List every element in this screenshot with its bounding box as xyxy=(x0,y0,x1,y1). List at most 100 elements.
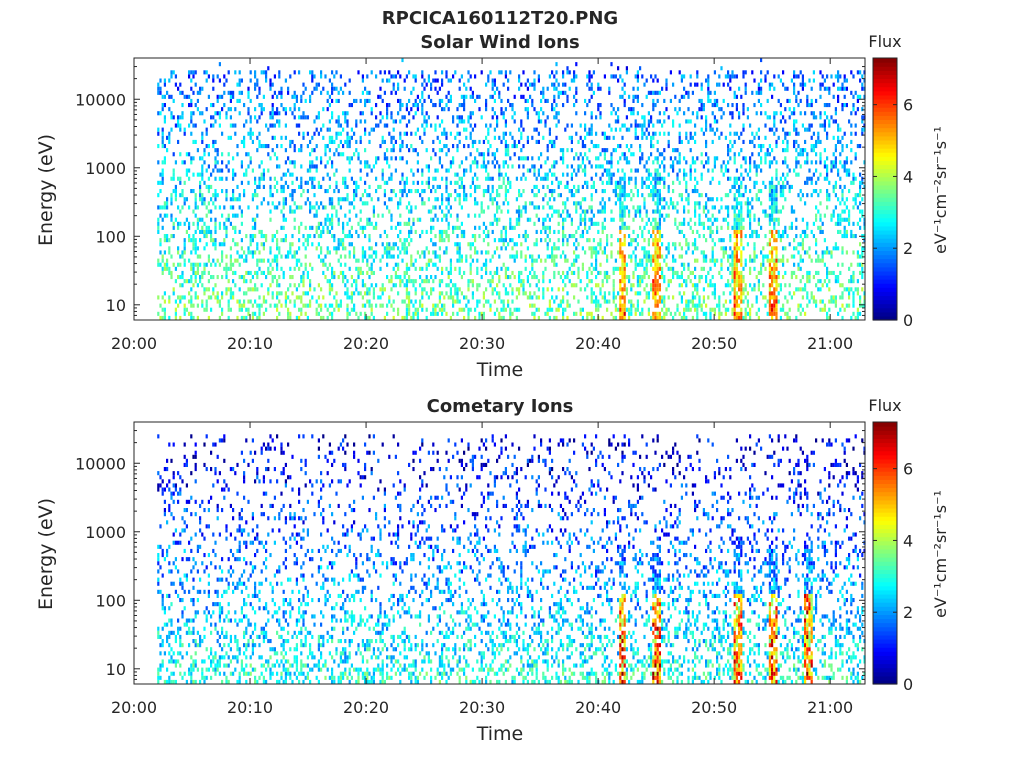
heatmap-cell xyxy=(575,86,578,91)
heatmap-cell xyxy=(306,303,309,308)
heatmap-cell xyxy=(709,234,712,239)
heatmap-cell xyxy=(685,307,688,312)
heatmap-cell xyxy=(249,234,252,239)
heatmap-cell xyxy=(733,299,736,304)
heatmap-cell xyxy=(562,225,565,230)
heatmap-cell xyxy=(423,250,426,255)
heatmap-cell xyxy=(500,238,503,243)
heatmap-cell xyxy=(335,184,338,189)
heatmap-cell xyxy=(262,176,265,181)
heatmap-cell xyxy=(276,266,279,271)
heatmap-cell xyxy=(595,115,598,120)
heatmap-cell xyxy=(623,176,626,181)
heatmap-cell xyxy=(421,70,424,75)
heatmap-cell xyxy=(650,152,653,157)
heatmap-cell xyxy=(251,238,254,243)
heatmap-cell xyxy=(234,197,237,202)
heatmap-cell xyxy=(304,254,307,259)
heatmap-cell xyxy=(753,266,756,271)
heatmap-cell xyxy=(735,250,738,255)
heatmap-cell xyxy=(249,287,252,292)
heatmap-cell xyxy=(621,205,624,210)
heatmap-cell xyxy=(590,131,593,136)
heatmap-cell xyxy=(680,94,683,99)
heatmap-cell xyxy=(619,144,622,149)
heatmap-cell xyxy=(661,205,664,210)
heatmap-cell xyxy=(278,201,281,206)
heatmap-cell xyxy=(443,295,446,300)
heatmap-cell xyxy=(645,127,648,132)
heatmap-cell xyxy=(218,242,221,247)
heatmap-cell xyxy=(262,295,265,300)
heatmap-cell xyxy=(238,205,241,210)
heatmap-cell xyxy=(537,217,540,222)
heatmap-cell xyxy=(300,279,303,284)
heatmap-cell xyxy=(658,180,661,185)
heatmap-cell xyxy=(597,250,600,255)
heatmap-cell xyxy=(586,131,589,136)
heatmap-cell xyxy=(579,135,582,140)
heatmap-cell xyxy=(328,287,331,292)
heatmap-cell xyxy=(621,213,624,218)
heatmap-cell xyxy=(366,287,369,292)
heatmap-cell xyxy=(359,266,362,271)
heatmap-cell xyxy=(663,148,666,153)
heatmap-cell xyxy=(326,225,329,230)
heatmap-cell xyxy=(236,242,239,247)
heatmap-cell xyxy=(383,90,386,95)
heatmap-cell xyxy=(386,246,389,251)
heatmap-cell xyxy=(322,205,325,210)
heatmap-cell xyxy=(760,189,763,194)
heatmap-cell xyxy=(229,90,232,95)
heatmap-cell xyxy=(353,98,356,103)
heatmap-cell xyxy=(410,189,413,194)
heatmap-cell xyxy=(654,74,657,79)
heatmap-cell xyxy=(496,246,499,251)
heatmap-cell xyxy=(238,98,241,103)
heatmap-cell xyxy=(588,74,591,79)
heatmap-cell xyxy=(757,98,760,103)
heatmap-cell xyxy=(216,148,219,153)
heatmap-cell xyxy=(485,107,488,112)
heatmap-cell xyxy=(564,217,567,222)
heatmap-cell xyxy=(746,197,749,202)
heatmap-cell xyxy=(768,287,771,292)
heatmap-cell xyxy=(403,180,406,185)
heatmap-cell xyxy=(683,266,686,271)
heatmap-cell xyxy=(280,90,283,95)
heatmap-cell xyxy=(260,201,263,206)
heatmap-cell xyxy=(357,184,360,189)
heatmap-cell xyxy=(247,131,250,136)
heatmap-cell xyxy=(300,262,303,267)
heatmap-cell xyxy=(562,311,565,316)
heatmap-cell xyxy=(650,262,653,267)
heatmap-cell xyxy=(590,295,593,300)
heatmap-cell xyxy=(722,303,725,308)
heatmap-cell xyxy=(339,152,342,157)
heatmap-cell xyxy=(306,242,309,247)
heatmap-cell xyxy=(278,111,281,116)
heatmap-cell xyxy=(733,213,736,218)
heatmap-cell xyxy=(694,287,697,292)
heatmap-cell xyxy=(562,242,565,247)
heatmap-cell xyxy=(441,107,444,112)
heatmap-cell xyxy=(573,201,576,206)
heatmap-cell xyxy=(289,205,292,210)
heatmap-cell xyxy=(346,123,349,128)
heatmap-cell xyxy=(368,164,371,169)
heatmap-cell xyxy=(331,70,334,75)
heatmap-cell xyxy=(357,234,360,239)
heatmap-cell xyxy=(590,123,593,128)
heatmap-cell xyxy=(526,217,529,222)
heatmap-cell xyxy=(742,111,745,116)
heatmap-cell xyxy=(306,168,309,173)
heatmap-cell xyxy=(658,221,661,226)
heatmap-cell xyxy=(570,221,573,226)
heatmap-cell xyxy=(674,311,677,316)
heatmap-cell xyxy=(733,246,736,251)
heatmap-cell xyxy=(526,86,529,91)
heatmap-cell xyxy=(269,184,272,189)
heatmap-cell xyxy=(293,103,296,108)
heatmap-cell xyxy=(685,160,688,165)
